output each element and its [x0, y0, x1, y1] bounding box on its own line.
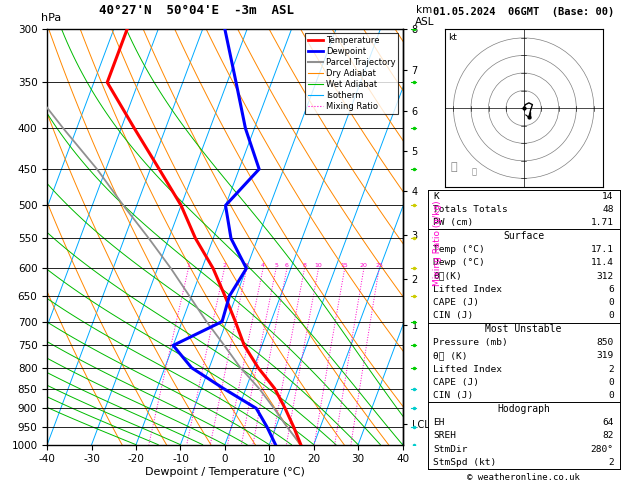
Text: θᴇ(K): θᴇ(K): [433, 272, 462, 280]
X-axis label: Dewpoint / Temperature (°C): Dewpoint / Temperature (°C): [145, 467, 305, 477]
Text: 82: 82: [603, 431, 614, 440]
Text: 8: 8: [303, 263, 306, 268]
Text: θᴇ (K): θᴇ (K): [433, 351, 468, 361]
Text: PW (cm): PW (cm): [433, 218, 474, 227]
Text: Temp (°C): Temp (°C): [433, 245, 485, 254]
Text: 319: 319: [596, 351, 614, 361]
Text: 2: 2: [608, 458, 614, 467]
Text: hPa: hPa: [41, 13, 61, 23]
Text: Surface: Surface: [503, 231, 544, 241]
Text: Hodograph: Hodograph: [497, 404, 550, 414]
Text: 2: 2: [608, 364, 614, 374]
Legend: Temperature, Dewpoint, Parcel Trajectory, Dry Adiabat, Wet Adiabat, Isotherm, Mi: Temperature, Dewpoint, Parcel Trajectory…: [306, 34, 398, 114]
Text: EH: EH: [433, 418, 445, 427]
Text: © weatheronline.co.uk: © weatheronline.co.uk: [467, 473, 580, 482]
Text: CIN (J): CIN (J): [433, 312, 474, 320]
Text: 14: 14: [603, 191, 614, 201]
Text: ⭢: ⭢: [472, 168, 477, 177]
Text: 0: 0: [608, 378, 614, 387]
Text: CAPE (J): CAPE (J): [433, 378, 479, 387]
Text: 15: 15: [341, 263, 348, 268]
Text: 6: 6: [285, 263, 289, 268]
Text: 10: 10: [314, 263, 322, 268]
Text: Pressure (mb): Pressure (mb): [433, 338, 508, 347]
Text: 01.05.2024  06GMT  (Base: 00): 01.05.2024 06GMT (Base: 00): [433, 7, 615, 17]
Text: 2: 2: [223, 263, 226, 268]
Text: 1: 1: [186, 263, 191, 268]
Text: 280°: 280°: [591, 445, 614, 453]
Text: 0: 0: [608, 391, 614, 400]
Text: 64: 64: [603, 418, 614, 427]
Text: 5: 5: [274, 263, 278, 268]
Text: Lifted Index: Lifted Index: [433, 285, 503, 294]
Text: Totals Totals: Totals Totals: [433, 205, 508, 214]
Text: 48: 48: [603, 205, 614, 214]
Text: 1.71: 1.71: [591, 218, 614, 227]
Text: StmSpd (kt): StmSpd (kt): [433, 458, 497, 467]
Text: 0: 0: [608, 298, 614, 307]
Text: Mixing Ratio (g/kg): Mixing Ratio (g/kg): [433, 200, 442, 286]
Text: 40°27'N  50°04'E  -3m  ASL: 40°27'N 50°04'E -3m ASL: [99, 4, 294, 17]
Text: 20: 20: [360, 263, 368, 268]
Text: K: K: [433, 191, 439, 201]
Text: SREH: SREH: [433, 431, 457, 440]
Text: Lifted Index: Lifted Index: [433, 364, 503, 374]
Text: kt: kt: [448, 33, 457, 42]
Text: ⭢: ⭢: [450, 161, 457, 172]
Text: Dewp (°C): Dewp (°C): [433, 258, 485, 267]
Text: 0: 0: [608, 312, 614, 320]
Text: 4: 4: [261, 263, 265, 268]
Text: 17.1: 17.1: [591, 245, 614, 254]
Text: Most Unstable: Most Unstable: [486, 324, 562, 334]
Text: 850: 850: [596, 338, 614, 347]
Text: 11.4: 11.4: [591, 258, 614, 267]
Text: 6: 6: [608, 285, 614, 294]
Text: km
ASL: km ASL: [415, 5, 435, 27]
Text: 312: 312: [596, 272, 614, 280]
Text: CAPE (J): CAPE (J): [433, 298, 479, 307]
Text: CIN (J): CIN (J): [433, 391, 474, 400]
Text: 25: 25: [375, 263, 383, 268]
Text: StmDir: StmDir: [433, 445, 468, 453]
Text: 3: 3: [245, 263, 248, 268]
